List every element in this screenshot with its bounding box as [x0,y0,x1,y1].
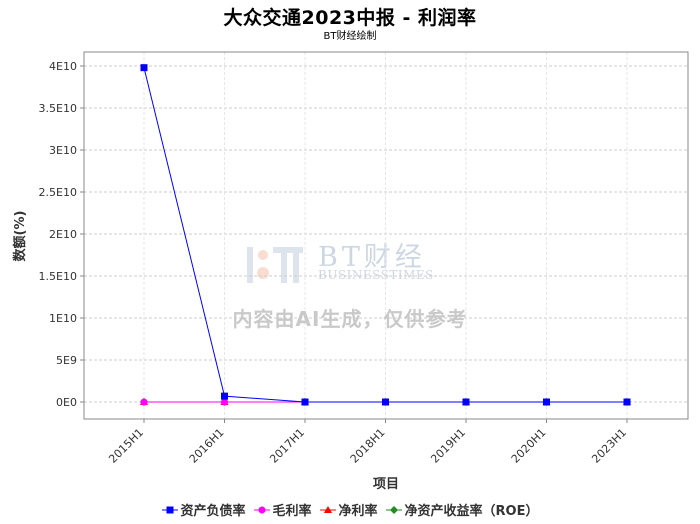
legend-swatch [319,505,336,513]
chart-plot: 0E0 5E9 1E10 1.5E10 2E10 2.5E10 3E10 3.5E10 4E10… [12,51,689,492]
x-axis: 2015H1 2016H1 2017H1 2018H1 2019H1 2020H1 2023… [106,419,629,466]
x-tick-label: 2020H1 [509,426,549,466]
x-tick-label: 2017H1 [267,426,307,466]
data-point [301,398,309,406]
series-square [140,64,631,406]
data-point [323,505,332,513]
data-point [221,392,228,400]
watermark-brand-cn: BT财经 [318,242,426,273]
y-tick-label: 1E10 [49,312,77,325]
watermark-ai-notice: 内容由AI生成，仅供参考 [232,307,468,331]
y-axis: 0E0 5E9 1E10 1.5E10 2E10 2.5E10 3E10 3.5E10 4E10 [39,60,84,409]
chart-title: 大众交通2023中报 - 利润率 [223,7,477,29]
y-tick-label: 5E9 [56,354,77,367]
data-point [389,505,398,514]
y-tick-label: 3E10 [49,144,77,157]
series-layer [140,64,631,406]
data-point [462,398,470,406]
legend-label: 毛利率 [272,504,312,519]
x-tick-label: 2015H1 [106,426,146,466]
legend-label: 资产负债率 [180,504,246,519]
legend-item: 毛利率 [253,500,312,519]
data-point [258,506,266,513]
watermark-brand-en: BUSINESSTIMES [318,268,434,282]
x-tick-label: 2019H1 [428,426,468,466]
y-axis-label: 数额(%) [12,211,28,262]
legend: 资产负债率 毛利率 净利率 净资产收益率（ROE） [0,500,700,519]
data-point [166,506,173,513]
y-tick-label: 2.5E10 [39,186,77,199]
data-point [140,398,148,406]
y-tick-label: 1.5E10 [39,270,77,283]
chart-subtitle: BT财经绘制 [323,31,377,42]
legend-swatch [385,505,402,514]
y-tick-label: 3.5E10 [39,102,77,115]
y-tick-label: 4E10 [49,60,77,73]
legend-swatch [253,506,270,513]
data-point [382,398,389,406]
x-tick-label: 2016H1 [187,426,227,466]
x-tick-label: 2023H1 [589,426,629,466]
x-axis-label: 项目 [373,477,399,492]
legend-swatch [161,506,178,513]
legend-label: 净利率 [338,504,378,519]
data-point [623,398,631,406]
x-tick-label: 2018H1 [348,426,388,466]
y-tick-label: 2E10 [49,228,77,241]
legend-item: 净利率 [319,500,378,519]
legend-item: 资产负债率 [161,500,246,519]
data-point [543,398,550,406]
grid-lines [84,52,688,419]
legend-item: 净资产收益率（ROE） [385,500,539,519]
data-point [221,398,228,406]
legend-label: 净资产收益率（ROE） [404,504,539,519]
data-point [140,64,148,72]
y-tick-label: 0E0 [56,396,77,409]
